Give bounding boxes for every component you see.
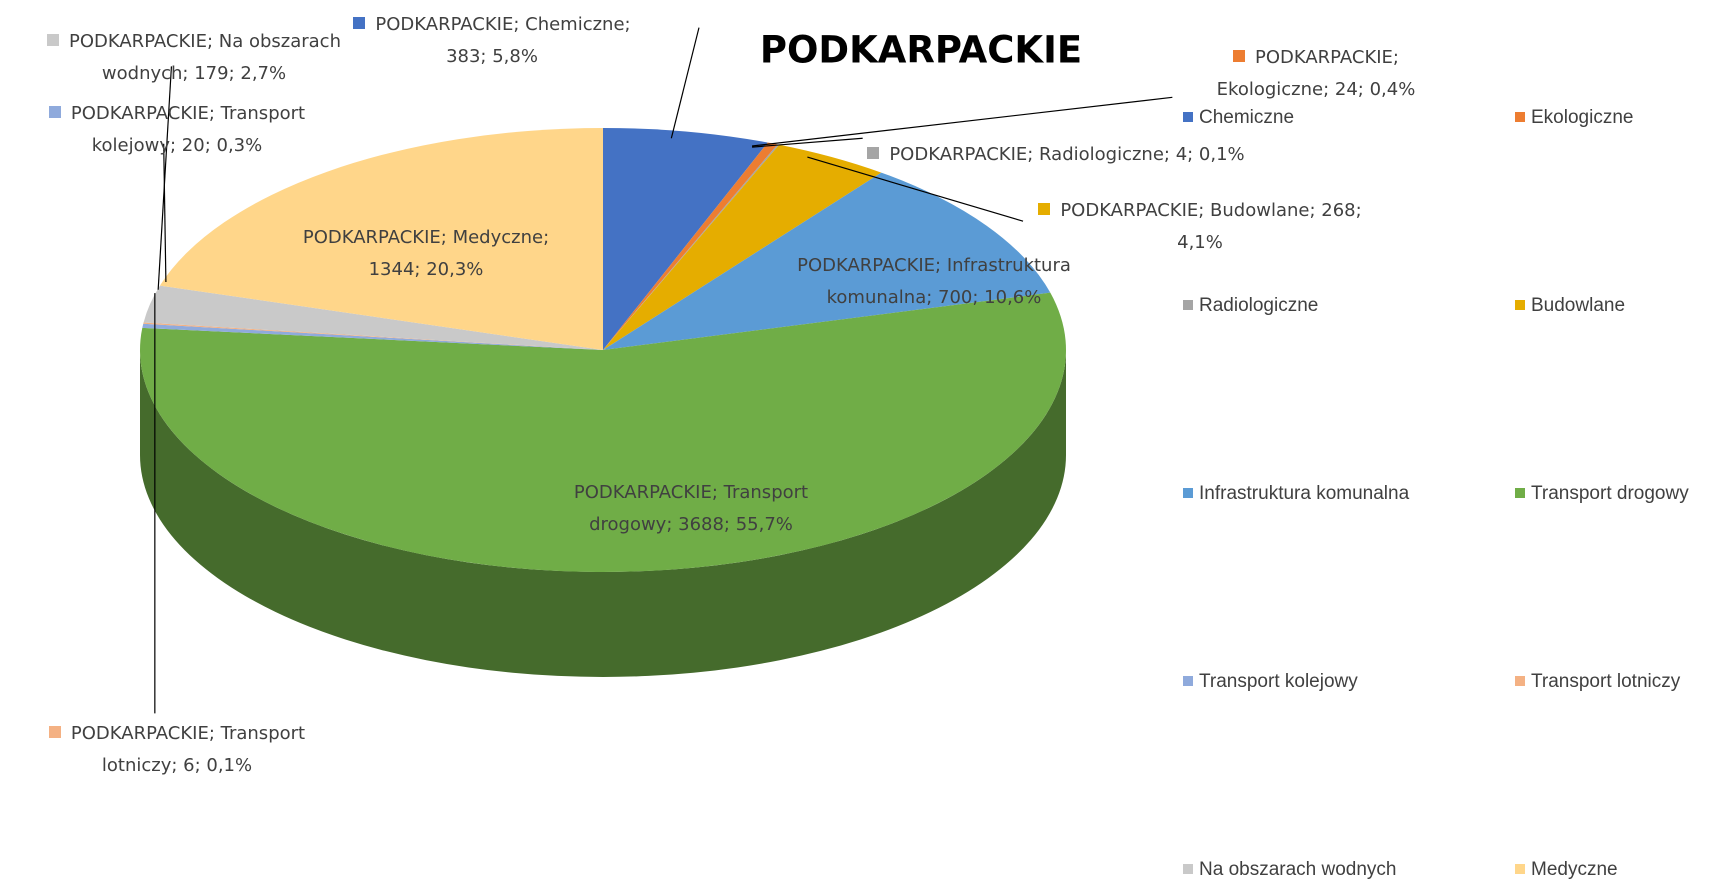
slice <box>142 323 603 350</box>
legend-entry: Ekologiczne <box>1515 107 1633 129</box>
data-label-text: PODKARPACKIE; Medyczne; 1344; 20,3% <box>302 227 550 280</box>
legend-entry: Infrastruktura komunalna <box>1183 483 1409 505</box>
legend-marker <box>1183 488 1193 498</box>
legend-entry: Chemiczne <box>1183 107 1294 129</box>
data-label-text: PODKARPACKIE; Radiologiczne; 4; 0,1% <box>889 144 1245 165</box>
label-marker <box>1232 50 1245 62</box>
data-label: PODKARPACKIE; Infrastruktura komunalna; … <box>764 250 1104 314</box>
label-marker <box>48 726 61 738</box>
leader-line <box>163 143 167 283</box>
data-label-text: PODKARPACKIE; Transport drogowy; 3688; 5… <box>573 482 809 535</box>
data-label: PODKARPACKIE; Transport kolejowy; 20; 0,… <box>17 98 337 162</box>
legend-entry: Radiologiczne <box>1183 295 1318 317</box>
legend-marker <box>1515 676 1525 686</box>
data-label-text: PODKARPACKIE; Chemiczne; 383; 5,8% <box>375 14 631 67</box>
data-label: PODKARPACKIE; Ekologiczne; 24; 0,4% <box>1186 42 1446 106</box>
legend-marker <box>1515 864 1525 874</box>
slice <box>603 144 882 350</box>
legend-label: Ekologiczne <box>1531 107 1634 128</box>
data-label-text: PODKARPACKIE; Ekologiczne; 24; 0,4% <box>1216 47 1416 100</box>
data-label: PODKARPACKIE; Transport lotniczy; 6; 0,1… <box>17 718 337 782</box>
data-label-text: PODKARPACKIE; Na obszarach wodnych; 179;… <box>69 31 341 84</box>
legend-marker <box>1515 112 1525 122</box>
legend-label: Medyczne <box>1531 859 1618 880</box>
data-label: PODKARPACKIE; Chemiczne; 383; 5,8% <box>332 9 652 73</box>
legend-label: Transport drogowy <box>1531 483 1689 504</box>
slice <box>143 285 604 350</box>
label-marker <box>353 17 366 29</box>
legend-label: Radiologiczne <box>1199 295 1319 316</box>
leader-line <box>670 27 700 139</box>
legend-label: Na obszarach wodnych <box>1199 859 1397 880</box>
legend-entry: Na obszarach wodnych <box>1183 859 1397 881</box>
legend-marker <box>1515 300 1525 310</box>
legend-marker <box>1183 676 1193 686</box>
slice <box>603 172 1051 350</box>
legend-marker <box>1515 488 1525 498</box>
legend-entry: Transport kolejowy <box>1183 671 1358 693</box>
data-label-text: PODKARPACKIE; Budowlane; 268; 4,1% <box>1060 200 1362 253</box>
legend-label: Infrastruktura komunalna <box>1199 483 1410 504</box>
leader-line <box>752 96 1173 147</box>
legend-marker <box>1183 112 1193 122</box>
leader-line <box>807 156 1024 222</box>
legend-entry: Medyczne <box>1515 859 1618 881</box>
legend-label: Budowlane <box>1531 295 1626 316</box>
legend-label: Transport lotniczy <box>1531 671 1681 692</box>
legend-marker <box>1183 864 1193 874</box>
slice-side <box>140 350 1066 677</box>
slice <box>159 127 604 350</box>
data-label: PODKARPACKIE; Na obszarach wodnych; 179;… <box>9 26 379 90</box>
legend-entry: Transport drogowy <box>1515 483 1689 505</box>
data-label: PODKARPACKIE; Transport drogowy; 3688; 5… <box>536 477 846 541</box>
chart-title: PODKARPACKIE <box>759 28 1083 72</box>
slice <box>603 144 780 350</box>
label-marker <box>48 106 61 118</box>
data-label: PODKARPACKIE; Budowlane; 268; 4,1% <box>1025 195 1375 259</box>
legend-marker <box>1183 300 1193 310</box>
data-label-text: PODKARPACKIE; Infrastruktura komunalna; … <box>797 255 1071 308</box>
data-label: PODKARPACKIE; Medyczne; 1344; 20,3% <box>281 222 571 286</box>
slice <box>603 128 768 350</box>
slice <box>139 292 1066 572</box>
leader-line <box>752 137 863 148</box>
legend-entry: Transport lotniczy <box>1515 671 1680 693</box>
legend-label: Transport kolejowy <box>1199 671 1358 692</box>
label-marker <box>1038 203 1051 215</box>
data-label: PODKARPACKIE; Radiologiczne; 4; 0,1% <box>856 139 1256 171</box>
label-marker <box>867 147 880 159</box>
slice <box>143 322 603 350</box>
legend-label: Chemiczne <box>1199 107 1295 128</box>
data-label-text: PODKARPACKIE; Transport lotniczy; 6; 0,1… <box>70 723 306 776</box>
slice <box>603 142 778 350</box>
data-label-text: PODKARPACKIE; Transport kolejowy; 20; 0,… <box>70 103 306 156</box>
legend-entry: Budowlane <box>1515 295 1625 317</box>
label-marker <box>47 34 59 46</box>
leader-line <box>157 66 173 290</box>
